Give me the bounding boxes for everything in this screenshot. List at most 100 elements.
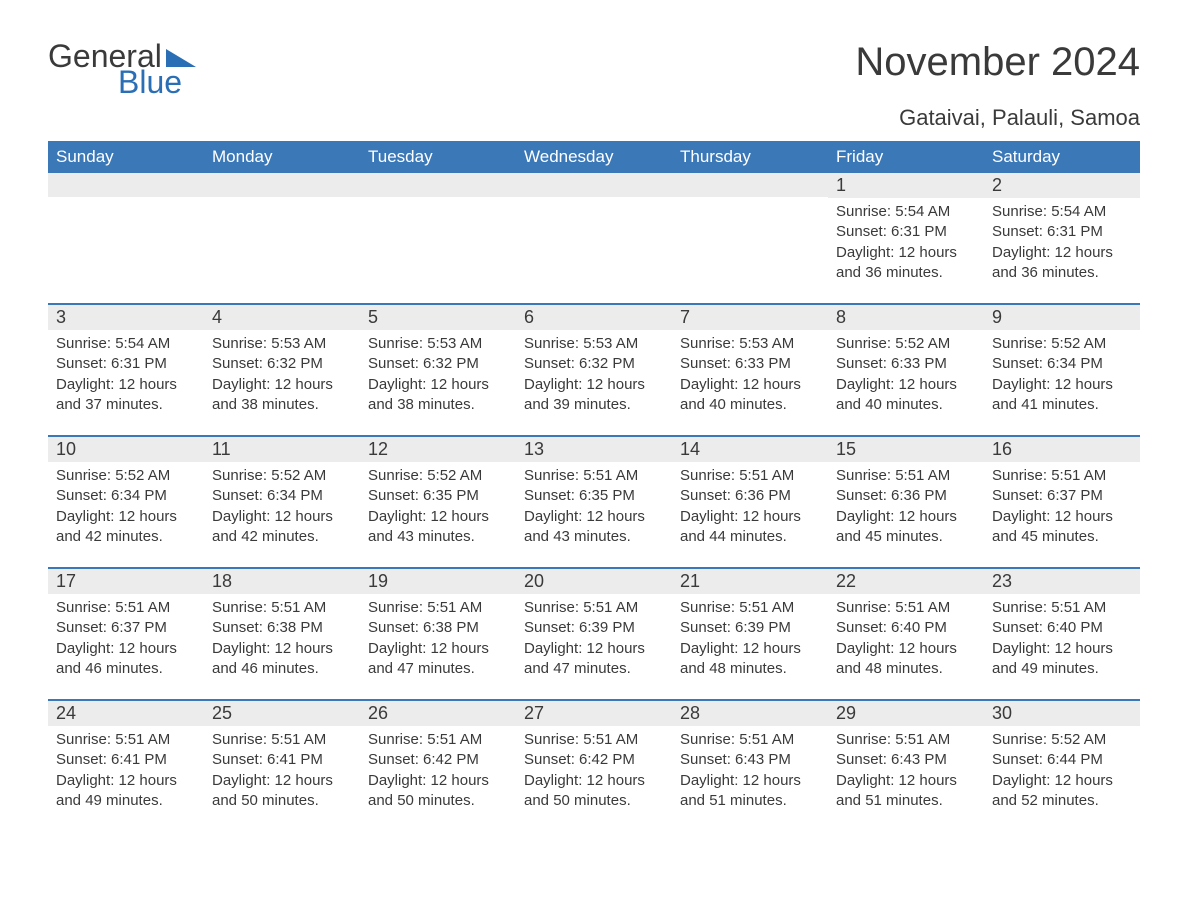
sunrise-line: Sunrise: 5:51 AM — [836, 730, 976, 750]
sunrise-line: Sunrise: 5:51 AM — [56, 730, 196, 750]
daylight-line: Daylight: 12 hours and 50 minutes. — [212, 771, 352, 812]
title-block: November 2024 Gataivai, Palauli, Samoa — [855, 40, 1140, 131]
day-number: 9 — [984, 305, 1140, 330]
day-number: 2 — [984, 173, 1140, 198]
daylight-line: Daylight: 12 hours and 47 minutes. — [524, 639, 664, 680]
day-cell — [360, 173, 516, 303]
day-number: 1 — [828, 173, 984, 198]
daylight-line: Daylight: 12 hours and 48 minutes. — [836, 639, 976, 680]
sunrise-line: Sunrise: 5:52 AM — [56, 466, 196, 486]
day-body: Sunrise: 5:51 AMSunset: 6:43 PMDaylight:… — [672, 726, 828, 815]
sunrise-line: Sunrise: 5:53 AM — [368, 334, 508, 354]
week-row: 24Sunrise: 5:51 AMSunset: 6:41 PMDayligh… — [48, 699, 1140, 831]
sunset-line: Sunset: 6:39 PM — [524, 618, 664, 638]
day-cell: 29Sunrise: 5:51 AMSunset: 6:43 PMDayligh… — [828, 701, 984, 831]
logo-text-blue: Blue — [118, 66, 196, 98]
sunrise-line: Sunrise: 5:51 AM — [680, 598, 820, 618]
sunrise-line: Sunrise: 5:52 AM — [212, 466, 352, 486]
sunrise-line: Sunrise: 5:51 AM — [212, 730, 352, 750]
sunset-line: Sunset: 6:35 PM — [524, 486, 664, 506]
sunset-line: Sunset: 6:31 PM — [836, 222, 976, 242]
day-body: Sunrise: 5:51 AMSunset: 6:41 PMDaylight:… — [204, 726, 360, 815]
day-cell: 4Sunrise: 5:53 AMSunset: 6:32 PMDaylight… — [204, 305, 360, 435]
sunset-line: Sunset: 6:37 PM — [56, 618, 196, 638]
day-number: 3 — [48, 305, 204, 330]
sunset-line: Sunset: 6:37 PM — [992, 486, 1132, 506]
day-number: 12 — [360, 437, 516, 462]
sunset-line: Sunset: 6:33 PM — [836, 354, 976, 374]
day-body: Sunrise: 5:51 AMSunset: 6:37 PMDaylight:… — [48, 594, 204, 683]
sunset-line: Sunset: 6:42 PM — [524, 750, 664, 770]
week-row: 1 Sunrise: 5:54 AM Sunset: 6:31 PMDaylight… — [48, 173, 1140, 303]
sunset-line: Sunset: 6:34 PM — [212, 486, 352, 506]
day-cell: 18Sunrise: 5:51 AMSunset: 6:38 PMDayligh… — [204, 569, 360, 699]
daylight-line: Daylight: 12 hours and 38 minutes. — [212, 375, 352, 416]
daylight-line: Daylight: 12 hours and 39 minutes. — [524, 375, 664, 416]
daylight-line: Daylight: 12 hours and 38 minutes. — [368, 375, 508, 416]
day-cell: 8Sunrise: 5:52 AMSunset: 6:33 PMDaylight… — [828, 305, 984, 435]
day-cell: 5Sunrise: 5:53 AMSunset: 6:32 PMDaylight… — [360, 305, 516, 435]
day-cell — [672, 173, 828, 303]
daylight-line: Daylight: 12 hours and 37 minutes. — [56, 375, 196, 416]
day-cell: 16Sunrise: 5:51 AMSunset: 6:37 PMDayligh… — [984, 437, 1140, 567]
day-cell: 7Sunrise: 5:53 AMSunset: 6:33 PMDaylight… — [672, 305, 828, 435]
location-subtitle: Gataivai, Palauli, Samoa — [855, 105, 1140, 131]
sunrise-line: Sunrise: 5:51 AM — [524, 730, 664, 750]
sunset-line: Sunset: 6:34 PM — [56, 486, 196, 506]
empty-day-bar — [48, 173, 204, 197]
day-cell: 2Sunrise: 5:54 AMSunset: 6:31 PMDaylight… — [984, 173, 1140, 303]
sunset-line: Sunset: 6:43 PM — [836, 750, 976, 770]
day-number: 29 — [828, 701, 984, 726]
day-number: 24 — [48, 701, 204, 726]
daylight-line: Daylight: 12 hours and 36 minutes. — [836, 243, 976, 284]
dow-sunday: Sunday — [48, 141, 204, 173]
day-cell: 23Sunrise: 5:51 AMSunset: 6:40 PMDayligh… — [984, 569, 1140, 699]
day-body: Sunrise: 5:51 AMSunset: 6:36 PMDaylight:… — [828, 462, 984, 551]
sunset-line: Sunset: 6:36 PM — [836, 486, 976, 506]
day-number: 22 — [828, 569, 984, 594]
dow-monday: Monday — [204, 141, 360, 173]
daylight-line: Daylight: 12 hours and 45 minutes. — [836, 507, 976, 548]
week-row: 17Sunrise: 5:51 AMSunset: 6:37 PMDayligh… — [48, 567, 1140, 699]
day-number: 7 — [672, 305, 828, 330]
day-number: 25 — [204, 701, 360, 726]
day-body: Sunrise: 5:52 AMSunset: 6:34 PMDaylight:… — [984, 330, 1140, 419]
day-cell: 13Sunrise: 5:51 AMSunset: 6:35 PMDayligh… — [516, 437, 672, 567]
day-body: Sunrise: 5:52 AMSunset: 6:34 PMDaylight:… — [48, 462, 204, 551]
sunrise-line: Sunrise: 5:51 AM — [56, 598, 196, 618]
day-cell: 9Sunrise: 5:52 AMSunset: 6:34 PMDaylight… — [984, 305, 1140, 435]
daylight-line: Daylight: 12 hours and 42 minutes. — [56, 507, 196, 548]
daylight-line: Daylight: 12 hours and 43 minutes. — [524, 507, 664, 548]
day-body: Sunrise: 5:52 AMSunset: 6:33 PMDaylight:… — [828, 330, 984, 419]
sunset-line: Sunset: 6:44 PM — [992, 750, 1132, 770]
week-row: 10Sunrise: 5:52 AMSunset: 6:34 PMDayligh… — [48, 435, 1140, 567]
sunset-line: Sunset: 6:32 PM — [524, 354, 664, 374]
day-body: Sunrise: 5:51 AMSunset: 6:38 PMDaylight:… — [204, 594, 360, 683]
daylight-line: Daylight: 12 hours and 51 minutes. — [680, 771, 820, 812]
day-cell: 12Sunrise: 5:52 AMSunset: 6:35 PMDayligh… — [360, 437, 516, 567]
day-number: 4 — [204, 305, 360, 330]
sunrise-line: Sunrise: 5:51 AM — [680, 466, 820, 486]
day-cell: 28Sunrise: 5:51 AMSunset: 6:43 PMDayligh… — [672, 701, 828, 831]
dow-thursday: Thursday — [672, 141, 828, 173]
day-number: 6 — [516, 305, 672, 330]
day-number: 8 — [828, 305, 984, 330]
day-body: Sunrise: 5:52 AMSunset: 6:34 PMDaylight:… — [204, 462, 360, 551]
month-title: November 2024 — [855, 40, 1140, 85]
day-number: 27 — [516, 701, 672, 726]
day-number: 11 — [204, 437, 360, 462]
day-cell: 19Sunrise: 5:51 AMSunset: 6:38 PMDayligh… — [360, 569, 516, 699]
day-number: 20 — [516, 569, 672, 594]
sunrise-line: Sunrise: 5:54 AM — [992, 202, 1132, 222]
day-number: 26 — [360, 701, 516, 726]
day-cell: 26Sunrise: 5:51 AMSunset: 6:42 PMDayligh… — [360, 701, 516, 831]
dow-saturday: Saturday — [984, 141, 1140, 173]
day-body: Sunrise: 5:53 AMSunset: 6:32 PMDaylight:… — [360, 330, 516, 419]
day-number: 19 — [360, 569, 516, 594]
daylight-line: Daylight: 12 hours and 49 minutes. — [992, 639, 1132, 680]
daylight-line: Daylight: 12 hours and 40 minutes. — [680, 375, 820, 416]
header: General Blue November 2024 Gataivai, Pal… — [48, 40, 1140, 131]
day-cell: 6Sunrise: 5:53 AMSunset: 6:32 PMDaylight… — [516, 305, 672, 435]
sunset-line: Sunset: 6:40 PM — [836, 618, 976, 638]
week-row: 3Sunrise: 5:54 AMSunset: 6:31 PMDaylight… — [48, 303, 1140, 435]
